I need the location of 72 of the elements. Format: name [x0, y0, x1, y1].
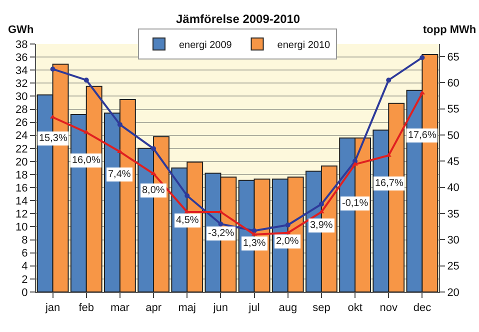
y-tick-label: 28	[16, 104, 28, 116]
y2-axis-title: topp MWh	[423, 24, 476, 36]
y-tick-label: 38	[16, 38, 28, 51]
y-tick-label: 30	[16, 91, 28, 104]
x-tick-label: okt	[348, 302, 362, 314]
annotation: 1,3%	[243, 238, 266, 249]
point	[420, 55, 425, 60]
annotation: -3,2%	[208, 228, 234, 239]
y2-tick-label: 45	[447, 156, 460, 168]
point	[184, 193, 190, 198]
y-tick-label: 32	[16, 78, 28, 90]
y2-tick-label: 35	[447, 208, 460, 220]
annotation: 16,0%	[72, 155, 100, 166]
y-tick-label: 6	[22, 248, 28, 260]
point	[386, 78, 392, 83]
y-tick-label: 18	[16, 169, 28, 182]
y2-tick-label: 50	[447, 130, 460, 142]
x-tick-label: jul	[248, 302, 260, 314]
y-tick-label: 4	[22, 260, 28, 273]
annotation: 17,6%	[408, 130, 436, 141]
x-tick-label: jun	[212, 302, 228, 314]
legend-label: energi 2009	[179, 40, 232, 51]
annotation: 3,9%	[310, 220, 333, 231]
y2-tick-label: 55	[447, 104, 460, 116]
annotation: 15,3%	[39, 133, 68, 144]
annotation: 8,0%	[142, 185, 165, 196]
x-tick-label: sep	[312, 302, 330, 314]
x-tick-label: mar	[110, 302, 130, 314]
y-tick-label: 8	[22, 234, 28, 247]
y-tick-label: 14	[16, 195, 28, 208]
point	[117, 122, 122, 128]
annotation: 4,5%	[176, 215, 199, 226]
y-tick-label: 36	[16, 52, 28, 64]
y2-tick-label: 40	[447, 182, 460, 194]
point	[150, 171, 156, 176]
y-tick-label: 12	[16, 208, 28, 221]
y2-tick-label: 25	[447, 260, 460, 273]
y-tick-label: 10	[16, 222, 28, 234]
y-tick-label: 0	[22, 286, 28, 299]
point	[117, 149, 123, 154]
y-axis-title: GWh	[8, 24, 34, 36]
point	[318, 202, 324, 207]
y-tick-label: 26	[16, 117, 28, 130]
point	[285, 222, 290, 228]
y-tick-label: 34	[16, 64, 28, 77]
point	[151, 146, 156, 152]
point	[50, 66, 56, 72]
y2-tick-label: 20	[447, 286, 460, 299]
x-tick-label: maj	[178, 302, 196, 314]
y2-tick-label: 30	[447, 234, 460, 247]
y-tick-label: 24	[16, 130, 28, 142]
point	[84, 78, 89, 83]
annotation: 7,4%	[108, 169, 131, 180]
y-tick-label: 2	[22, 274, 28, 286]
annotation: 16,7%	[375, 178, 404, 189]
legend-label: energi 2010	[277, 40, 331, 51]
chart-title: Jämförelse 2009-2010	[176, 12, 300, 26]
y2-tick-label: 65	[447, 51, 460, 64]
annotation: -0,1%	[342, 198, 368, 209]
y-tick-label: 16	[16, 182, 28, 194]
y-tick-label: 22	[16, 143, 28, 156]
x-tick-label: jan	[44, 302, 60, 314]
annotation: 2,0%	[276, 236, 299, 247]
x-tick-label: feb	[78, 302, 94, 314]
x-tick-label: apr	[146, 302, 162, 314]
x-tick-label: aug	[278, 302, 298, 314]
point	[218, 221, 224, 226]
x-tick-label: nov	[380, 302, 398, 314]
y-tick-label: 20	[16, 156, 28, 168]
point	[352, 162, 358, 166]
x-tick-label: dec	[413, 302, 432, 314]
y2-tick-label: 60	[447, 78, 460, 90]
